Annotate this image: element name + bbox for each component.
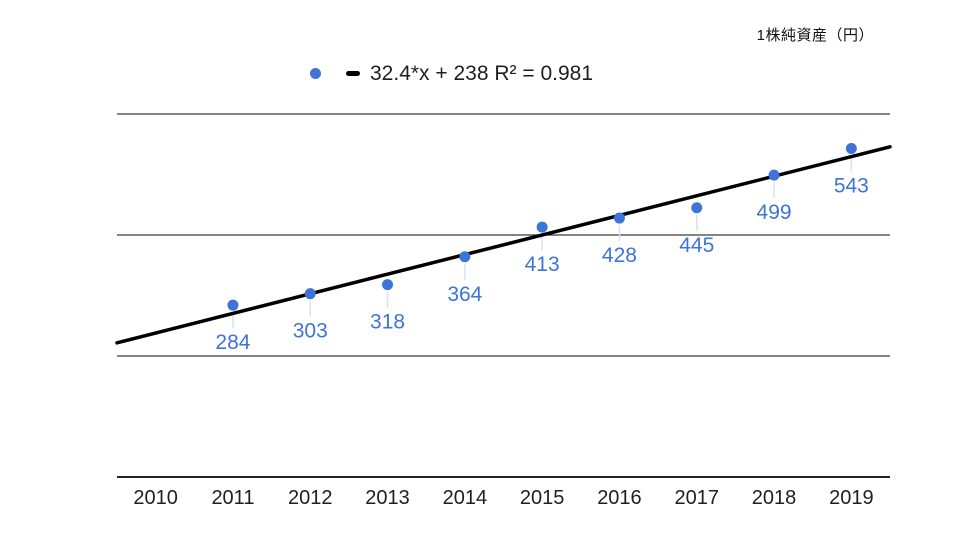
data-point	[227, 299, 239, 311]
x-axis-tick-label: 2014	[443, 487, 488, 509]
data-point-label: 318	[370, 311, 405, 334]
data-point-label: 284	[215, 331, 250, 354]
data-point-label: 428	[602, 244, 637, 267]
chart-legend: 32.4*x + 238 R² = 0.981	[310, 60, 593, 87]
data-point-label: 445	[679, 234, 714, 257]
data-point-label: 364	[447, 283, 482, 306]
data-point-label: 413	[525, 253, 560, 276]
data-point	[613, 212, 625, 224]
legend-trendline-dash-icon	[346, 71, 360, 76]
x-axis-tick-label: 2013	[365, 487, 410, 509]
x-axis-tick-label: 2018	[752, 487, 797, 509]
data-point	[536, 221, 548, 233]
x-axis-tick-label: 2019	[829, 487, 874, 509]
x-axis-tick-label: 2012	[288, 487, 333, 509]
data-point-label: 543	[834, 174, 869, 197]
x-axis-tick-label: 2017	[675, 487, 720, 509]
data-point	[845, 142, 857, 154]
data-point-label: 499	[757, 201, 792, 224]
data-point	[691, 202, 703, 214]
data-point	[304, 288, 316, 300]
data-point	[382, 279, 394, 291]
data-point-label: 303	[293, 320, 328, 343]
chart-title: 1株純資産（円）	[756, 27, 874, 44]
x-axis-tick-label: 2011	[211, 487, 254, 509]
trendline	[115, 145, 892, 345]
x-axis-tick-label: 2015	[520, 487, 565, 509]
data-point	[459, 251, 471, 263]
x-axis-tick-label: 2010	[133, 487, 178, 509]
data-point	[768, 169, 780, 181]
x-axis-tick-label: 2016	[597, 487, 642, 509]
legend-series-dot-icon	[310, 68, 321, 79]
legend-trend-equation-label: 32.4*x + 238 R² = 0.981	[370, 61, 593, 85]
